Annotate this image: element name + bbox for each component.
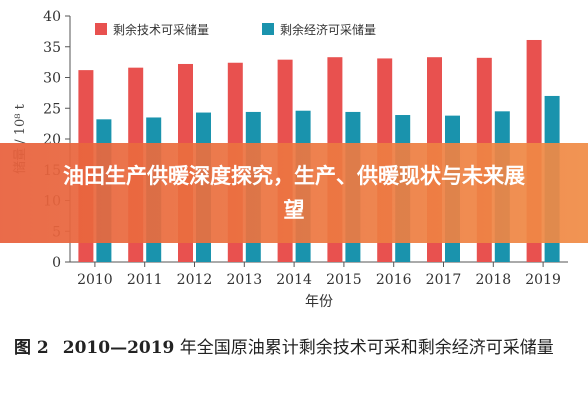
y-tick-label: 40 bbox=[43, 9, 61, 25]
caption-text: 年全国原油累计剩余技术可采和剩余经济可采储量 bbox=[174, 338, 554, 358]
x-tick-label: 2017 bbox=[426, 272, 462, 288]
y-tick-label: 35 bbox=[43, 40, 61, 56]
legend-swatch bbox=[95, 23, 107, 35]
y-tick-label: 30 bbox=[43, 71, 61, 87]
x-tick-label: 2014 bbox=[276, 272, 312, 288]
x-tick-label: 2013 bbox=[226, 272, 262, 288]
x-tick-label: 2015 bbox=[326, 272, 362, 288]
legend-label: 剩余经济可采储量 bbox=[280, 22, 376, 37]
x-tick-label: 2016 bbox=[376, 272, 412, 288]
x-tick-label: 2019 bbox=[525, 272, 561, 288]
banner-title: 油田生产供暖深度探究，生产、供暖现状与未来展望 bbox=[63, 164, 525, 222]
x-tick-label: 2012 bbox=[177, 272, 213, 288]
figure-caption: 图 2 2010—2019 年全国原油累计剩余技术可采和剩余经济可采储量 bbox=[14, 334, 584, 362]
y-tick-label: 25 bbox=[43, 101, 61, 117]
legend-swatch bbox=[262, 23, 274, 35]
caption-year-range: 2010—2019 bbox=[62, 338, 175, 358]
x-tick-label: 2011 bbox=[127, 272, 163, 288]
x-tick-label: 2010 bbox=[77, 272, 113, 288]
title-banner: 油田生产供暖深度探究，生产、供暖现状与未来展望 bbox=[0, 143, 588, 243]
x-axis-label: 年份 bbox=[305, 294, 333, 310]
x-tick-label: 2018 bbox=[475, 272, 511, 288]
legend: 剩余技术可采储量 剩余经济可采储量 bbox=[95, 22, 376, 37]
figure-label: 图 2 bbox=[14, 338, 49, 358]
legend-label: 剩余技术可采储量 bbox=[113, 22, 209, 37]
y-tick-label: 0 bbox=[52, 255, 61, 271]
